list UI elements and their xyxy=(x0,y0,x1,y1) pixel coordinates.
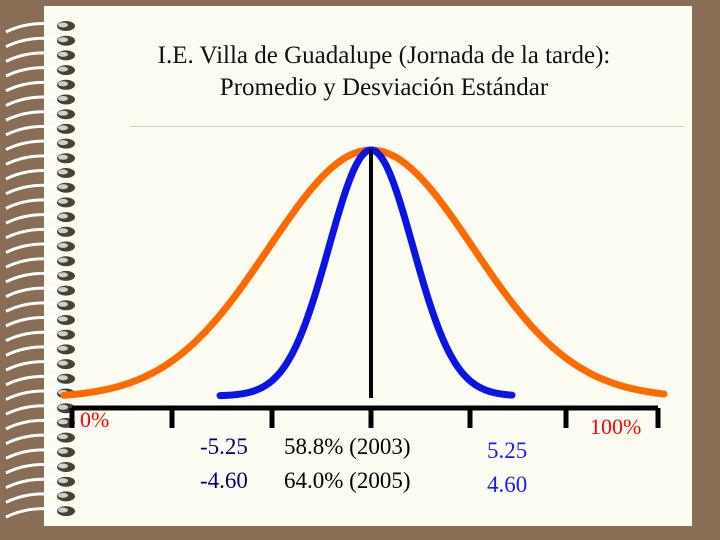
binding-ring xyxy=(5,270,75,284)
binding-ring xyxy=(5,79,75,93)
mean-2003: 58.8% (2003) xyxy=(284,434,411,459)
binding-ring xyxy=(5,65,75,78)
std-dev-pos-2003: 5.25 xyxy=(487,438,528,463)
binding-ring xyxy=(5,138,75,151)
std-dev-neg-2005: -4.60 xyxy=(200,468,248,493)
binding-ring xyxy=(5,491,75,504)
binding-ring xyxy=(5,35,75,49)
binding-ring xyxy=(5,168,75,181)
binding-ring xyxy=(5,256,75,269)
binding-ring xyxy=(5,241,75,254)
axis-label-0-percent: 0% xyxy=(80,407,110,432)
wide-bell-curve xyxy=(60,146,668,399)
slide-background xyxy=(44,6,692,526)
binding-ring xyxy=(5,50,75,63)
binding-ring xyxy=(5,285,75,298)
binding-ring xyxy=(5,182,75,196)
binding-ring xyxy=(5,197,75,210)
binding-ring xyxy=(5,123,75,137)
axis-label-100-percent: 100% xyxy=(590,414,642,439)
chart-title: I.E. Villa de Guadalupe (Jornada de la t… xyxy=(44,40,720,104)
chart-title-line-2: Promedio y Desviación Estándar xyxy=(219,74,549,101)
narrow-bell-curve xyxy=(216,146,516,400)
binding-ring xyxy=(5,462,75,475)
chart-title-line-1: I.E. Villa de Guadalupe (Jornada de la t… xyxy=(157,42,611,69)
binding-ring xyxy=(5,212,75,225)
binding-ring xyxy=(5,329,75,343)
binding-ring xyxy=(5,109,75,122)
std-dev-pos-2005: 4.60 xyxy=(487,472,528,497)
std-dev-neg-2003: -5.25 xyxy=(200,434,248,459)
x-axis-ticks xyxy=(69,408,661,428)
binding-ring xyxy=(5,300,75,313)
binding-ring xyxy=(5,432,75,445)
binding-ring xyxy=(5,506,75,519)
binding-ring xyxy=(5,153,75,166)
binding-ring xyxy=(5,447,75,460)
binding-ring xyxy=(5,21,75,34)
binding-ring xyxy=(5,373,75,387)
binding-ring xyxy=(5,359,75,372)
mean-2005: 64.0% (2005) xyxy=(284,468,411,493)
binding-ring xyxy=(5,226,75,240)
binding-ring xyxy=(5,476,75,490)
binding-ring xyxy=(5,344,75,357)
spiral-binding xyxy=(5,21,75,519)
title-divider xyxy=(130,126,685,127)
binding-ring xyxy=(5,315,75,328)
binding-ring xyxy=(5,94,75,107)
